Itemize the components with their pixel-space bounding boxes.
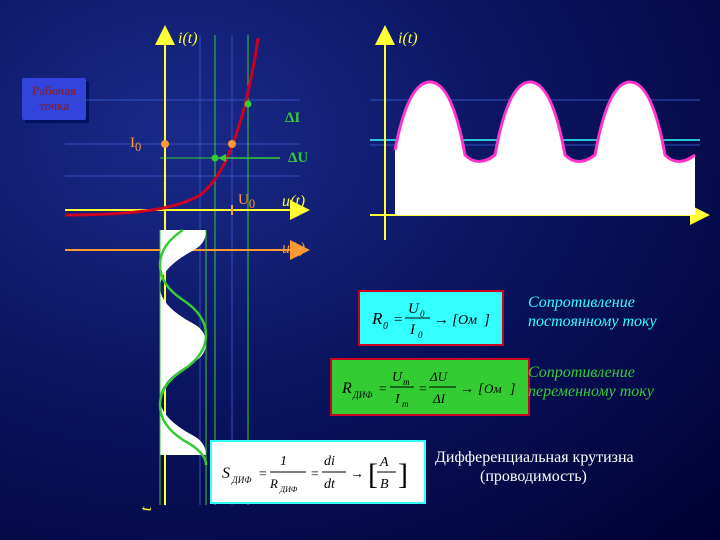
caption-Sdiff: Дифференциальная крутизна (проводимость) <box>435 448 634 486</box>
caption-R0: Сопротивление постоянному току <box>528 293 657 331</box>
svg-text:=: = <box>393 312 403 328</box>
svg-text:ДИФ: ДИФ <box>279 485 298 494</box>
svg-text:Ом: Ом <box>458 313 477 328</box>
right-plot <box>0 0 720 260</box>
formula-R0: R0 = U0 I0 → [ Ом ] <box>358 290 504 346</box>
svg-text:m: m <box>403 377 410 387</box>
svg-text:di: di <box>324 454 335 469</box>
svg-text:0: 0 <box>383 321 388 332</box>
svg-text:ΔI: ΔI <box>432 391 446 406</box>
u-wave-region <box>160 230 206 465</box>
caption-Rdiff: Сопротивление переменному току <box>528 363 654 401</box>
i-wave-region <box>395 82 695 215</box>
svg-text:dt: dt <box>324 477 336 492</box>
svg-text:→: → <box>434 312 449 328</box>
left-t-label: t <box>138 507 156 511</box>
svg-text:→: → <box>350 467 364 482</box>
svg-text:=: = <box>310 467 319 482</box>
svg-text:]: ] <box>398 458 408 491</box>
svg-text:m: m <box>402 399 409 408</box>
svg-text:A: A <box>379 455 389 470</box>
svg-text:ДИФ: ДИФ <box>352 390 373 400</box>
svg-text:Ом: Ом <box>484 381 502 396</box>
svg-text:1: 1 <box>280 454 287 469</box>
svg-text:U: U <box>392 370 403 385</box>
svg-text:→: → <box>460 382 474 397</box>
formula-Sdiff: SДИФ = 1 RДИФ = di dt → [ A B ] <box>210 440 426 504</box>
svg-text:ДИФ: ДИФ <box>231 475 252 485</box>
svg-text:=: = <box>418 382 427 397</box>
svg-text:ΔU: ΔU <box>429 369 449 384</box>
svg-text:S: S <box>222 465 230 482</box>
svg-text:]: ] <box>483 312 490 328</box>
svg-text:[: [ <box>368 458 378 491</box>
svg-text:U: U <box>408 301 420 317</box>
svg-text:R: R <box>341 380 352 397</box>
svg-text:R: R <box>269 476 278 491</box>
svg-text:]: ] <box>509 382 515 397</box>
svg-text:=: = <box>258 467 267 482</box>
svg-text:0: 0 <box>418 330 423 338</box>
svg-text:I: I <box>394 392 401 407</box>
svg-text:=: = <box>378 382 387 397</box>
right-i-label: i(t) <box>398 30 418 48</box>
svg-text:R: R <box>371 309 383 328</box>
right-t-label: t <box>695 205 699 223</box>
formula-Rdiff: RДИФ = Um Im = ΔU ΔI → [ Ом ] <box>330 358 530 416</box>
svg-text:B: B <box>380 477 389 492</box>
svg-text:I: I <box>409 322 416 338</box>
